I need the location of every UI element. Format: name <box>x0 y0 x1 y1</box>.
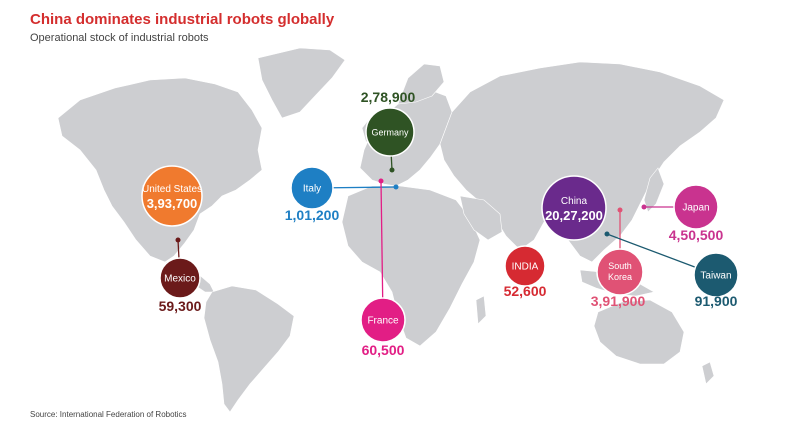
land-masses <box>57 47 725 413</box>
location-dot <box>617 207 623 213</box>
south-america-shape <box>203 285 295 413</box>
marker-japan: Japan 4,50,500 <box>641 184 724 243</box>
country-name: South Korea <box>608 261 632 282</box>
location-dot <box>175 237 181 243</box>
country-name: Germany <box>371 128 409 138</box>
madagascar-shape <box>475 295 487 325</box>
country-name: Italy <box>303 184 321 195</box>
chart-subtitle: Operational stock of industrial robots <box>30 32 209 44</box>
leader-line <box>380 180 384 321</box>
robot-count: 3,91,900 <box>591 293 646 309</box>
robot-count: 60,500 <box>362 342 405 358</box>
bubble <box>141 165 203 227</box>
robot-count: 3,93,700 <box>147 196 198 211</box>
scandinavia-shape <box>397 63 445 105</box>
africa-shape <box>341 185 481 347</box>
country-name: Mexico <box>164 274 196 285</box>
bubble <box>693 252 739 298</box>
country-name: United States <box>142 184 202 195</box>
country-name: INDIA <box>512 262 539 273</box>
greenland-shape <box>257 47 346 119</box>
bubble <box>159 257 201 299</box>
japan-shape <box>643 167 665 213</box>
bubble <box>290 166 334 210</box>
location-dot <box>604 231 610 237</box>
location-dot <box>389 167 395 173</box>
location-dot <box>378 178 384 184</box>
country-name: China <box>561 196 588 207</box>
marker-germany: Germany 2,78,900 <box>361 89 416 173</box>
country-name: Japan <box>682 203 709 214</box>
new-zealand-shape <box>701 361 715 385</box>
arabia-shape <box>459 195 503 241</box>
chart-title: China dominates industrial robots global… <box>30 11 335 28</box>
bubble <box>360 297 406 343</box>
country-name: Taiwan <box>700 271 731 282</box>
marker-mexico: Mexico 59,300 <box>159 237 202 314</box>
marker-south-korea: South Korea 3,91,900 <box>591 207 646 309</box>
marker-italy: Italy 1,01,200 <box>285 166 399 223</box>
robot-count: 20,27,200 <box>545 208 603 223</box>
marker-taiwan: Taiwan 91,900 <box>604 231 739 309</box>
country-name: France <box>367 316 399 327</box>
marker-france: France 60,500 <box>360 178 406 358</box>
bubble <box>365 107 415 157</box>
bubble <box>673 184 719 230</box>
source-note: Source: International Federation of Robo… <box>30 410 187 419</box>
location-dot <box>393 184 399 190</box>
robot-count: 4,50,500 <box>669 227 724 243</box>
robot-count: 59,300 <box>159 298 202 314</box>
bubble <box>541 175 607 241</box>
robot-count: 91,900 <box>695 293 738 309</box>
marker-india: INDIA 52,600 <box>504 245 547 299</box>
bubble <box>504 245 546 287</box>
robot-count: 52,600 <box>504 283 547 299</box>
robot-count: 2,78,900 <box>361 89 416 105</box>
bubble <box>596 248 644 296</box>
robot-count: 1,01,200 <box>285 207 340 223</box>
australia-shape <box>593 299 685 365</box>
location-dot <box>641 204 647 210</box>
